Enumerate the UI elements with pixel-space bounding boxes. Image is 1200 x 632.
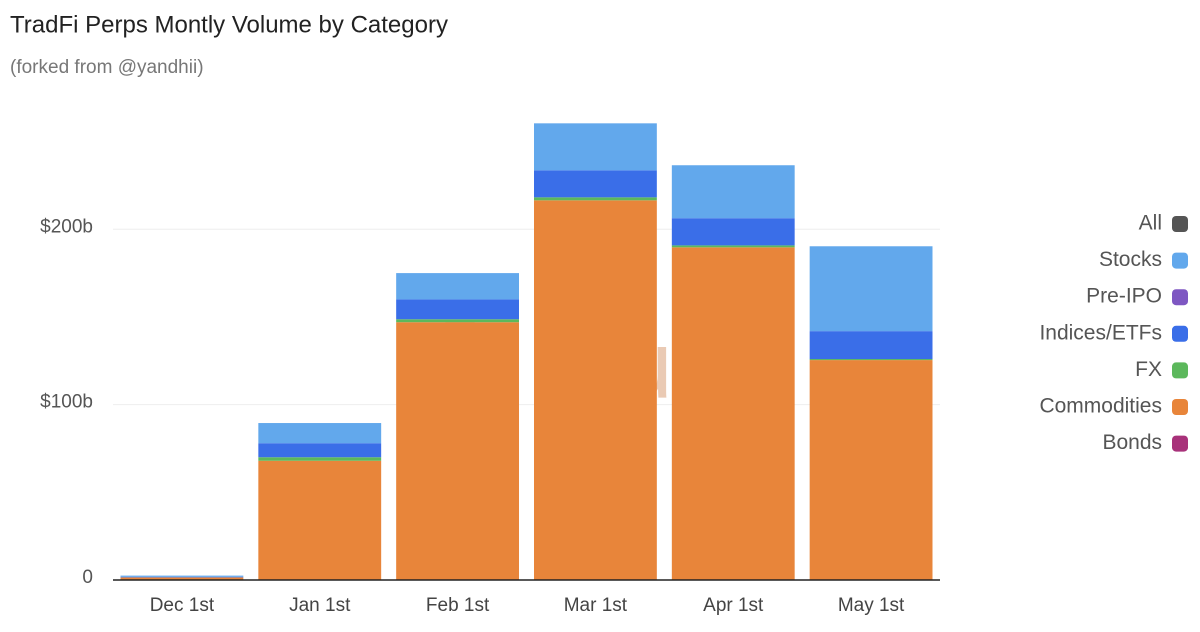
legend-label: FX	[1135, 358, 1162, 381]
bar-segment	[396, 322, 519, 580]
legend-label: Commodities	[1039, 395, 1162, 418]
x-tick-label: Feb 1st	[426, 595, 490, 616]
legend-swatch	[1172, 362, 1188, 379]
bar-segment	[534, 200, 657, 580]
bar-segment	[120, 575, 244, 577]
x-tick-label: Apr 1st	[703, 595, 764, 616]
legend-swatch	[1172, 325, 1188, 342]
y-tick-label: 0	[82, 567, 93, 588]
bar-segment	[120, 576, 244, 578]
bar-segment	[258, 443, 382, 458]
bar-segment	[258, 423, 382, 444]
x-tick-label: Mar 1st	[564, 595, 628, 616]
legend-label: Stocks	[1099, 248, 1162, 271]
bar-segment	[396, 299, 519, 320]
bar-segment	[396, 273, 519, 300]
bar-segment	[809, 331, 933, 360]
bar-segment	[534, 197, 657, 201]
legend-swatch	[1172, 435, 1188, 452]
x-tick-label: Dec 1st	[150, 595, 215, 616]
bar-segment	[120, 577, 244, 580]
legend-label: Bonds	[1102, 431, 1162, 454]
bar-segment	[671, 218, 795, 246]
bar-segment	[671, 245, 795, 248]
legend-swatch	[1172, 399, 1188, 415]
y-tick-label: $100b	[40, 392, 93, 413]
chart-subtitle: (forked from @yandhii)	[10, 57, 204, 78]
bar-segment	[258, 460, 382, 580]
legend-label: Indices/ETFs	[1039, 321, 1162, 344]
bar-segment	[809, 246, 933, 332]
chart-title: TradFi Perps Montly Volume by Category	[10, 11, 448, 38]
legend-swatch	[1172, 216, 1188, 232]
bar-segment	[396, 319, 519, 323]
legend-swatch	[1172, 289, 1188, 306]
bar-segment	[534, 123, 657, 171]
bar-segment	[671, 247, 795, 580]
bar-segment	[671, 165, 795, 219]
legend-label: All	[1139, 212, 1162, 235]
legend-label: Pre-IPO	[1086, 285, 1162, 308]
bar-segment	[809, 360, 933, 580]
y-tick-label: $200b	[40, 216, 93, 237]
x-tick-label: Jan 1st	[289, 595, 351, 616]
x-tick-label: May 1st	[838, 595, 905, 616]
bar-segment	[809, 359, 933, 361]
bar-segment	[258, 457, 382, 461]
bar-segment	[534, 170, 657, 198]
legend-swatch	[1172, 252, 1188, 269]
